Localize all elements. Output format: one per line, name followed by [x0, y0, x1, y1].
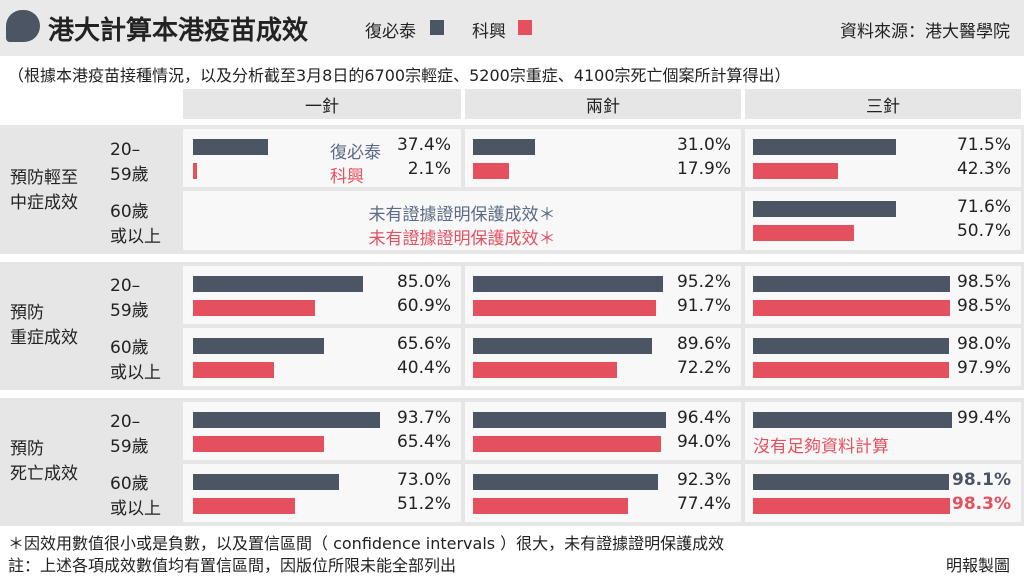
value-label-pfizer: 71.5% [956, 135, 1011, 155]
bar-sinovac [193, 498, 296, 514]
value-label-sinovac: 60.9% [396, 296, 451, 316]
value-label-pfizer: 98.0% [956, 334, 1011, 354]
bar-pfizer [193, 474, 339, 490]
value-label-sinovac: 40.4% [396, 358, 451, 378]
bar-sinovac [753, 300, 950, 316]
no-evidence-pfizer: 未有證據證明保護成效＊ [368, 205, 556, 225]
value-label-pfizer: 73.0% [396, 470, 451, 490]
value-label-pfizer: 99.4% [956, 408, 1011, 428]
value-label-sinovac: 72.2% [676, 358, 731, 378]
value-label-pfizer: 65.6% [396, 334, 451, 354]
value-label-sinovac: 65.4% [396, 432, 451, 452]
group-label-death: 預防 死亡成效 [10, 439, 78, 484]
age-label: 20– 59歲 [110, 140, 149, 185]
speech-bubble-icon [6, 10, 40, 42]
bar-pfizer [753, 201, 897, 217]
column-header-dose1: 一針 [183, 89, 461, 119]
bar-pfizer [753, 139, 896, 155]
inline-label-pfizer: 復必泰 [330, 143, 381, 163]
bar-pfizer [193, 139, 268, 155]
bar-sinovac [473, 498, 628, 514]
legend-swatch-sinovac [518, 20, 532, 35]
legend-swatch-pfizer [430, 20, 444, 35]
cell-background [745, 402, 1021, 460]
subtitle-note: （根據本港疫苗接種情況，以及分析截至3月8日的6700宗輕症、5200宗重症、4… [8, 66, 791, 85]
value-label-sinovac: 2.1% [407, 159, 451, 179]
bar-pfizer [753, 276, 950, 292]
value-label-pfizer: 37.4% [396, 135, 451, 155]
value-label-sinovac: 17.9% [676, 159, 731, 179]
footnote: ＊因效用數值很小或是負數，以及置信區間（ confidence interval… [8, 534, 725, 553]
value-label-pfizer: 98.5% [956, 272, 1011, 292]
value-label-pfizer: 85.0% [396, 272, 451, 292]
value-label-pfizer: 96.4% [676, 408, 731, 428]
bar-pfizer [473, 276, 664, 292]
value-label-pfizer: 93.7% [396, 408, 451, 428]
bar-sinovac [193, 362, 274, 378]
value-label-sinovac: 50.7% [956, 221, 1011, 241]
bar-pfizer [193, 338, 325, 354]
bar-sinovac [753, 225, 855, 241]
value-label-pfizer: 92.3% [676, 470, 731, 490]
bar-sinovac [193, 300, 315, 316]
bar-sinovac [753, 163, 838, 179]
value-label-sinovac: 98.3% [952, 494, 1011, 514]
no-data-note: 沒有足夠資料計算 [753, 437, 889, 457]
cell-background [183, 191, 741, 250]
group-label-severe: 預防 重症成效 [10, 303, 78, 348]
bar-pfizer [193, 412, 381, 428]
bar-pfizer [753, 338, 949, 354]
age-label: 60歲 或以上 [110, 338, 161, 383]
column-header-dose2: 兩針 [465, 89, 741, 119]
inline-label-sinovac: 科興 [330, 167, 364, 187]
column-header-dose3: 三針 [745, 89, 1021, 119]
footnote: 註：上述各項成效數值均有置信區間，因版位所限未能全部列出 [8, 556, 457, 575]
bar-sinovac [193, 436, 324, 452]
value-label-sinovac: 94.0% [676, 432, 731, 452]
bar-pfizer [473, 412, 666, 428]
value-label-sinovac: 42.3% [956, 159, 1011, 179]
bar-sinovac [193, 163, 198, 179]
age-label: 60歲 或以上 [110, 474, 161, 519]
credit-text: 明報製圖 [945, 556, 1010, 575]
value-label-sinovac: 77.4% [676, 494, 731, 514]
value-label-pfizer: 71.6% [956, 197, 1011, 217]
bar-sinovac [473, 436, 661, 452]
title-bar [0, 0, 1024, 56]
value-label-sinovac: 97.9% [956, 358, 1011, 378]
legend-label-pfizer: 復必泰 [365, 22, 416, 42]
value-label-sinovac: 51.2% [396, 494, 451, 514]
source-text: 資料來源：港大醫學院 [840, 22, 1010, 42]
bar-pfizer [753, 412, 952, 428]
value-label-pfizer: 95.2% [676, 272, 731, 292]
legend-label-sinovac: 科興 [472, 22, 506, 42]
value-label-sinovac: 91.7% [676, 296, 731, 316]
bar-sinovac [473, 362, 618, 378]
bar-pfizer [193, 276, 363, 292]
bar-pfizer [473, 474, 658, 490]
bar-pfizer [473, 338, 653, 354]
value-label-pfizer: 98.1% [952, 470, 1011, 490]
value-label-pfizer: 31.0% [676, 135, 731, 155]
age-label: 20– 59歲 [110, 276, 149, 321]
chart-title: 港大計算本港疫苗成效 [48, 16, 309, 46]
cell-background [465, 129, 741, 187]
bar-sinovac [753, 362, 949, 378]
no-evidence-sinovac: 未有證據證明保護成效＊ [368, 229, 556, 249]
bar-pfizer [473, 139, 535, 155]
age-label: 60歲 或以上 [110, 202, 161, 247]
bar-sinovac [753, 498, 950, 514]
bar-pfizer [753, 474, 950, 490]
group-label-mild: 預防輕至 中症成效 [10, 168, 78, 213]
cell-background [183, 129, 461, 187]
value-label-sinovac: 98.5% [956, 296, 1011, 316]
value-label-pfizer: 89.6% [676, 334, 731, 354]
age-label: 20– 59歲 [110, 412, 149, 457]
bar-sinovac [473, 300, 657, 316]
bar-sinovac [473, 163, 509, 179]
